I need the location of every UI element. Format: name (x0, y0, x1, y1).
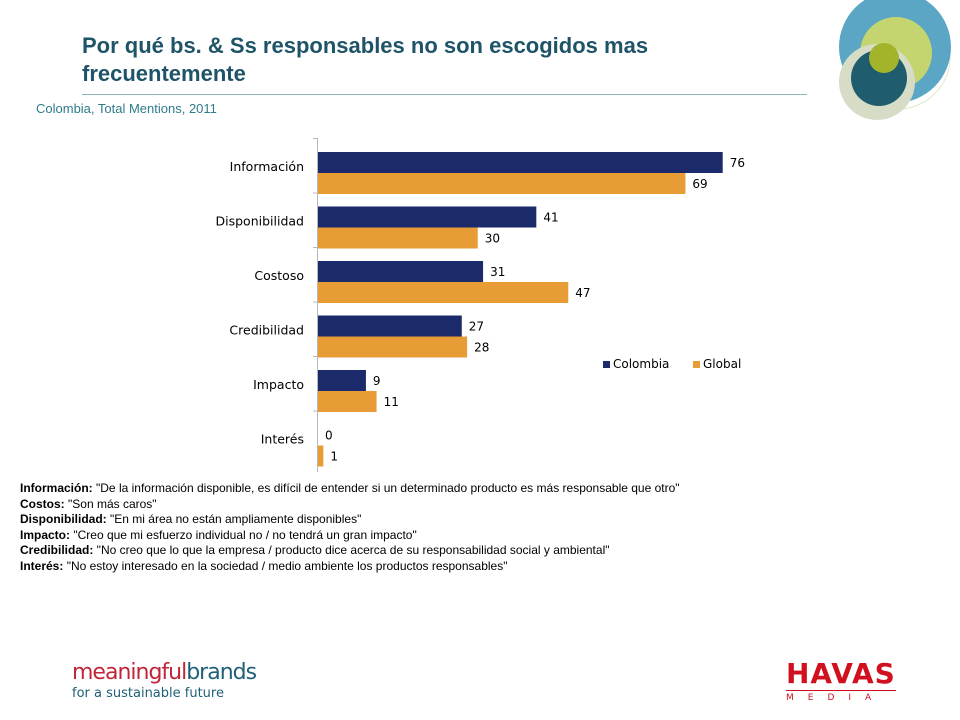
category-label: Interés (261, 432, 304, 447)
definition-term: Información: (20, 481, 93, 495)
page-subtitle: Colombia, Total Mentions, 2011 (36, 101, 217, 116)
havas-media-logo: HAVAS MEDIA (786, 660, 896, 703)
data-label: 9 (373, 374, 381, 388)
definition-text: "No estoy interesado en la sociedad / me… (63, 558, 508, 573)
page-title: Por qué bs. & Ss responsables no son esc… (82, 33, 649, 86)
data-label: 28 (474, 341, 489, 355)
data-label: 76 (730, 156, 745, 170)
bar-global (318, 336, 468, 358)
category-label: Costoso (254, 268, 304, 283)
decorative-circles (839, 0, 951, 120)
data-label: 41 (543, 211, 558, 225)
data-label: 69 (692, 177, 707, 191)
definition-text: "En mi área no están ampliamente disponi… (106, 512, 362, 526)
data-label: 11 (384, 395, 399, 409)
logo-word-meaningful: meaningful (72, 660, 187, 685)
legend-swatch (603, 361, 610, 368)
definition-text: "Creo que mi esfuerzo individual no / no… (70, 527, 417, 542)
definition-text: "Son más caros" (64, 496, 157, 511)
data-label: 47 (575, 286, 590, 300)
bar-global (318, 282, 569, 303)
meaningful-brands-logo: meaningfulbrands for a sustainable futur… (72, 660, 257, 702)
bar-colombia (318, 370, 366, 391)
definition-term: Disponibilidad: (20, 512, 107, 526)
data-label: 30 (485, 232, 500, 246)
data-label: 27 (469, 320, 484, 334)
havas-media-label: MEDIA (786, 690, 896, 703)
bar-global (318, 445, 324, 467)
definition-item: Interés: "No estoy interesado en la soci… (20, 559, 940, 575)
title-divider (82, 94, 807, 95)
definition-text: "De la información disponible, es difíci… (92, 481, 680, 495)
category-label: Disponibilidad (216, 214, 304, 229)
category-label: Información (230, 159, 304, 174)
bar-colombia (318, 206, 537, 228)
category-label: Impacto (253, 377, 304, 392)
category-label: Credibilidad (229, 323, 304, 338)
data-label: 0 (325, 429, 333, 443)
bar-global (318, 227, 478, 249)
bar-global (318, 391, 377, 412)
bar-colombia (318, 315, 462, 337)
definition-item: Credibilidad: "No creo que lo que la emp… (20, 543, 940, 559)
definitions-list: Información: "De la información disponib… (20, 481, 940, 574)
definition-term: Credibilidad: (20, 543, 94, 557)
bar-chart: Información 76 69 Disponibilidad 41 30 Costoso… (216, 138, 745, 472)
legend-label: Global (703, 357, 741, 371)
bar-colombia (318, 261, 484, 282)
legend-label: Colombia (613, 357, 669, 371)
definition-term: Costos: (20, 496, 65, 511)
bar-global (318, 173, 686, 194)
logo-tagline: for a sustainable future (72, 686, 224, 701)
definition-item: Disponibilidad: "En mi área no están amp… (20, 512, 940, 528)
definition-item: Impacto: "Creo que mi esfuerzo individua… (20, 528, 940, 544)
legend-swatch (693, 361, 700, 368)
definition-item: Costos: "Son más caros" (20, 497, 940, 513)
bar-colombia (318, 152, 723, 173)
chart-legend: Colombia Global (603, 357, 741, 371)
definition-term: Impacto: (20, 527, 71, 542)
definition-term: Interés: (20, 558, 64, 573)
logo-word-brands: brands (186, 660, 257, 685)
havas-wordmark: HAVAS (786, 657, 896, 690)
definition-item: Información: "De la información disponib… (20, 481, 940, 497)
data-label: 1 (330, 450, 338, 464)
definition-text: "No creo que lo que la empresa / product… (93, 543, 610, 557)
data-label: 31 (490, 265, 505, 279)
